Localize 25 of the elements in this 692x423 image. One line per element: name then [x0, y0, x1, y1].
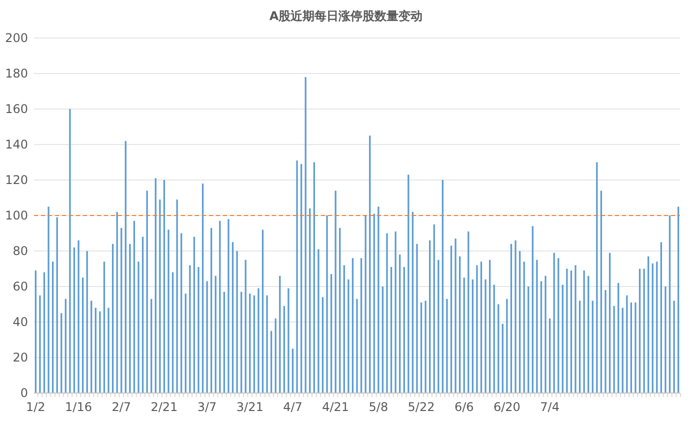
chart-title: A股近期每日涨停股数量变动: [269, 9, 423, 23]
y-tick-label: 160: [5, 102, 28, 116]
x-tick-label: 2/7: [112, 400, 132, 414]
x-tick-label: 5/8: [368, 400, 388, 414]
y-tick-label: 40: [12, 315, 28, 330]
x-tick-label: 5/22: [408, 400, 435, 414]
y-tick-label: 140: [5, 138, 28, 152]
y-tick-label: 100: [5, 208, 28, 223]
y-tick-label: 0: [20, 386, 28, 400]
x-tick-label: 1/2: [26, 400, 46, 414]
y-tick-label: 60: [12, 280, 28, 294]
x-tick-label: 6/6: [454, 400, 474, 414]
y-tick-label: 80: [12, 244, 28, 258]
x-tick-label: 3/21: [236, 400, 264, 414]
x-tick-label: 3/7: [197, 400, 217, 414]
x-tick-label: 4/21: [322, 400, 350, 414]
x-tick-label: 1/16: [65, 400, 92, 414]
y-tick-label: 200: [5, 31, 28, 46]
y-tick-label: 120: [5, 173, 28, 188]
x-tick-label: 7/4: [540, 400, 560, 414]
x-tick-label: 2/21: [150, 400, 178, 414]
x-tick-label: 6/20: [493, 400, 520, 414]
y-tick-label: 180: [5, 66, 28, 81]
x-tick-label: 4/7: [283, 400, 302, 414]
y-tick-label: 20: [12, 350, 28, 365]
